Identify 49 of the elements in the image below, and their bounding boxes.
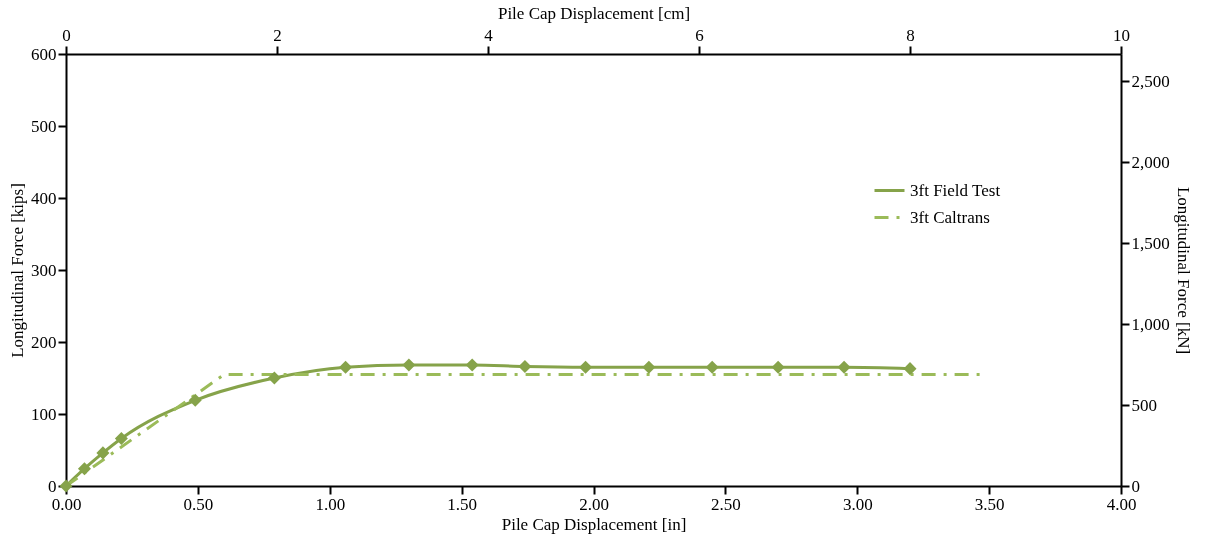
x2-tick-label: 4: [484, 25, 494, 45]
y-tick-label: 400: [31, 188, 57, 208]
point: [771, 360, 785, 374]
point: [705, 360, 719, 374]
point: [114, 431, 128, 445]
x-tick-label: 2.00: [579, 494, 609, 514]
point: [579, 360, 593, 374]
x-tick-label: 3.50: [974, 494, 1005, 514]
point: [188, 393, 202, 407]
y-tick-label: 200: [31, 332, 57, 352]
point: [518, 359, 532, 373]
point: [837, 360, 851, 374]
x-tick-label: 1.50: [447, 494, 477, 514]
y-tick-label: 600: [31, 44, 57, 64]
x2-tick-label: 6: [695, 25, 704, 45]
y-axis-title: Longitudinal Force [kips]: [8, 183, 27, 358]
x2-axis-title: Pile Cap Displacement [cm]: [497, 3, 691, 23]
y-tick-label: 500: [31, 116, 57, 136]
point: [402, 358, 416, 372]
x-tick-label: 4.00: [1106, 494, 1137, 514]
x2-tick-label: 8: [906, 25, 915, 45]
point: [77, 462, 91, 476]
y2-tick-label: 1,500: [1131, 233, 1170, 253]
x-axis-title: Pile Cap Displacement [in]: [501, 514, 687, 534]
legend-label: 3ft Caltrans: [910, 207, 990, 227]
y-tick-label: 300: [31, 260, 57, 280]
point: [903, 362, 917, 376]
y2-axis-title: Longitudinal Force [kN]: [1173, 186, 1193, 355]
x2-tick-label: 0: [62, 25, 71, 45]
point: [267, 371, 281, 385]
point: [339, 360, 353, 374]
point: [96, 446, 110, 460]
x2-tick-label: 10: [1113, 25, 1130, 45]
x2-tick-label: 2: [273, 25, 282, 45]
y2-tick-label: 2,000: [1131, 152, 1170, 172]
x-tick-label: 1.00: [315, 494, 346, 514]
y2-tick-label: 2,500: [1131, 71, 1170, 91]
y-tick-label: 100: [31, 404, 57, 424]
y-tick-label: 0: [48, 476, 57, 496]
x-tick-label: 3.00: [842, 494, 873, 514]
point: [465, 358, 479, 372]
point: [642, 360, 656, 374]
y2-tick-label: 500: [1131, 395, 1157, 415]
x-tick-label: 0.50: [183, 494, 214, 514]
y2-tick-label: 0: [1131, 476, 1140, 496]
legend-label: 3ft Field Test: [910, 180, 1001, 200]
x-tick-label: 2.50: [711, 494, 741, 514]
y2-tick-label: 1,000: [1131, 314, 1170, 334]
x-tick-label: 0.00: [51, 494, 82, 514]
